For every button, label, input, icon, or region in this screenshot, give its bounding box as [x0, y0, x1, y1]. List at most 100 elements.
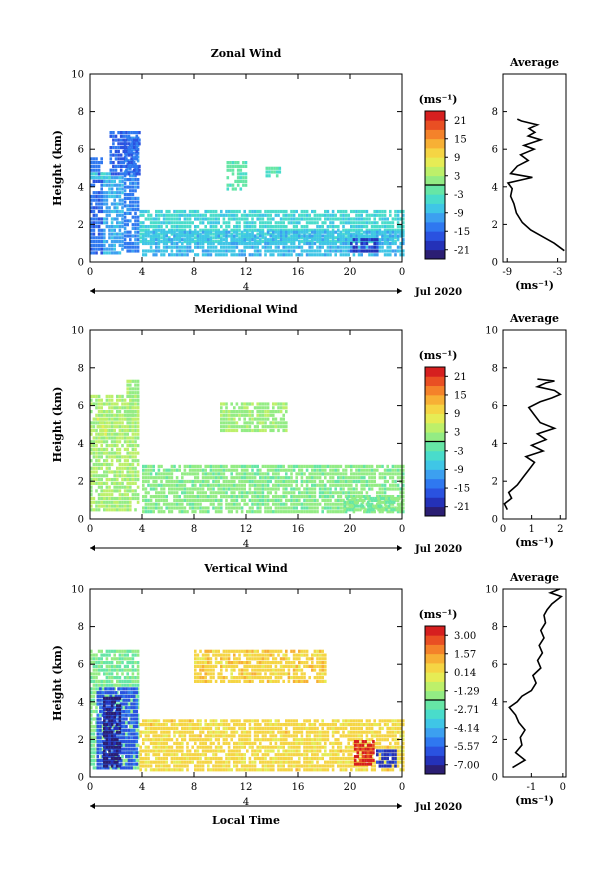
heatmap-cell: [396, 487, 400, 491]
heatmap-cell: [352, 221, 356, 225]
heatmap-cell: [217, 241, 220, 246]
heatmap-cell: [346, 496, 349, 501]
heatmap-cell: [116, 679, 119, 683]
heatmap-cell: [126, 679, 129, 683]
heatmap-cell: [331, 476, 335, 480]
heatmap-cell: [188, 502, 192, 506]
heatmap-cell: [108, 183, 111, 187]
heatmap-cell: [365, 472, 369, 476]
heatmap-cell: [376, 230, 379, 234]
heatmap-cell: [246, 406, 249, 410]
heatmap-cell: [103, 700, 106, 704]
heatmap-cell: [352, 476, 356, 480]
heatmap-cell: [108, 504, 111, 508]
heatmap-cell: [186, 464, 189, 468]
heatmap-cell: [173, 506, 176, 510]
heatmap-cell: [183, 510, 187, 514]
heatmap-cell: [113, 726, 116, 730]
heatmap-cell: [108, 696, 111, 700]
heatmap-cell: [183, 232, 187, 236]
heatmap-cell: [136, 668, 140, 672]
heatmap-cell: [175, 476, 179, 480]
heatmap-cell: [279, 498, 283, 502]
heatmap-cell: [142, 749, 145, 753]
heatmap-cell: [326, 228, 330, 232]
heatmap-cell: [295, 498, 298, 502]
heatmap-cell: [129, 398, 132, 402]
heatmap-cell: [344, 249, 348, 253]
heatmap-cell: [272, 510, 275, 514]
heatmap-cell: [129, 144, 132, 148]
heatmap-cell: [121, 474, 124, 478]
heatmap-cell: [363, 498, 366, 502]
heatmap-cell: [370, 232, 374, 236]
heatmap-cell: [277, 487, 280, 491]
heatmap-cell: [95, 508, 98, 512]
heatmap-cell: [339, 476, 343, 480]
heatmap-cell: [116, 194, 119, 199]
heatmap-cell: [138, 138, 141, 142]
heatmap-cell: [130, 740, 133, 744]
heatmap-cell: [116, 649, 119, 653]
heatmap-cell: [220, 417, 223, 421]
heatmap-cell: [157, 472, 161, 476]
heatmap-cell: [220, 240, 223, 244]
heatmap-cell: [90, 470, 93, 474]
heatmap-cell: [230, 464, 233, 468]
heatmap-cell: [230, 417, 233, 421]
heatmap-cell: [129, 200, 132, 204]
heatmap-cell: [324, 217, 327, 221]
heatmap-cell: [222, 234, 226, 238]
heatmap-cell: [97, 161, 101, 165]
heatmap-cell: [135, 713, 139, 717]
heatmap-cell: [136, 478, 140, 482]
heatmap-cell: [350, 234, 353, 238]
heatmap-cell: [269, 238, 272, 242]
heatmap-cell: [129, 241, 132, 246]
heatmap-cell: [168, 253, 171, 257]
heatmap-cell: [126, 204, 129, 208]
heatmap-cell: [350, 483, 353, 487]
heatmap-cell: [339, 472, 343, 476]
heatmap-cell: [155, 221, 158, 225]
heatmap-cell: [188, 225, 192, 229]
heatmap-cell: [337, 510, 340, 514]
heatmap-cell: [326, 238, 330, 242]
heatmap-cell: [326, 510, 330, 514]
heatmap-cell: [389, 472, 392, 476]
heatmap-cell: [95, 225, 98, 229]
heatmap-cell: [398, 504, 401, 508]
heatmap-cell: [160, 476, 163, 480]
heatmap-cell: [287, 476, 291, 480]
heatmap-cell: [274, 241, 278, 246]
heatmap-cell: [113, 202, 116, 206]
heatmap-cell: [181, 228, 184, 232]
heatmap-cell: [142, 241, 145, 246]
heatmap-cell: [134, 766, 137, 770]
heatmap-cell: [122, 161, 126, 165]
heatmap-cell: [227, 217, 231, 221]
heatmap-cell: [394, 234, 397, 238]
heatmap-cell: [186, 498, 189, 502]
heatmap-cell: [101, 766, 105, 770]
heatmap-cell: [134, 241, 137, 246]
heatmap-cell: [274, 410, 278, 414]
heatmap-cell: [233, 498, 236, 502]
heatmap-cell: [119, 747, 123, 751]
x-tick-label: 16: [292, 267, 305, 278]
heatmap-cell: [326, 495, 330, 499]
heatmap-cell: [342, 253, 345, 257]
heatmap-cell: [136, 178, 140, 182]
heatmap-cell: [118, 417, 122, 421]
heatmap-cell: [285, 402, 288, 406]
heatmap-cell: [134, 394, 137, 398]
heatmap-cell: [212, 221, 215, 225]
heatmap-cell: [126, 672, 129, 676]
heatmap-cell: [129, 185, 132, 189]
heatmap-cell: [139, 745, 142, 749]
heatmap-cell: [194, 487, 197, 491]
heatmap-cell: [109, 713, 113, 717]
heatmap-cell: [116, 723, 119, 727]
heatmap-cell: [246, 425, 249, 429]
heatmap-cell: [136, 144, 140, 148]
